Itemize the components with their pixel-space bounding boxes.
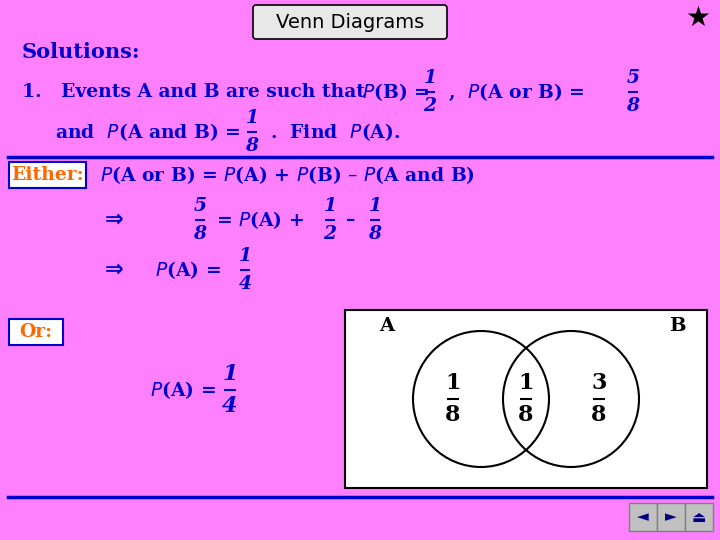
Text: $\it{P}$(A) =: $\it{P}$(A) = [155,259,222,281]
Text: 1: 1 [222,363,238,385]
Text: ◄: ◄ [637,510,649,524]
Text: ,  $\it{P}$(A or B) =: , $\it{P}$(A or B) = [448,82,587,103]
Text: Venn Diagrams: Venn Diagrams [276,12,424,31]
Text: ⏏: ⏏ [692,510,706,524]
Text: 2: 2 [423,97,436,115]
Text: = $\it{P}$(A) +: = $\it{P}$(A) + [216,209,306,231]
Text: 1.   Events A and B are such that: 1. Events A and B are such that [22,83,378,101]
Text: ★: ★ [685,4,711,32]
Text: $\it{P}$(A) =: $\it{P}$(A) = [150,379,218,401]
Text: –: – [346,211,356,229]
Text: A: A [379,317,395,335]
Text: ⇒: ⇒ [105,260,124,280]
Text: $\it{P}$(A or B) = $\it{P}$(A) + $\it{P}$(B) – $\it{P}$(A and B): $\it{P}$(A or B) = $\it{P}$(A) + $\it{P}… [100,164,475,186]
Text: 2: 2 [323,225,336,243]
Text: 4: 4 [222,395,238,417]
Text: 1: 1 [238,247,251,265]
Text: $\it{P}$(B) =: $\it{P}$(B) = [362,81,431,103]
Text: 1: 1 [369,197,382,215]
Text: 1: 1 [445,372,461,394]
Text: 4: 4 [238,275,251,293]
Text: Either:: Either: [11,166,84,184]
Text: 8: 8 [369,225,382,243]
Text: ⇒: ⇒ [105,210,124,230]
Text: 1: 1 [423,69,436,87]
Text: Or:: Or: [19,323,53,341]
FancyBboxPatch shape [685,503,713,531]
FancyBboxPatch shape [9,162,86,188]
Text: B: B [669,317,685,335]
Text: 8: 8 [518,404,534,426]
Text: 8: 8 [626,97,639,115]
Text: 8: 8 [246,137,258,155]
Bar [345,310,707,488]
Text: 1: 1 [246,109,258,127]
Text: 8: 8 [194,225,207,243]
Text: 5: 5 [194,197,207,215]
Text: and  $\it{P}$(A and B) =: and $\it{P}$(A and B) = [55,121,243,143]
Text: 1: 1 [323,197,336,215]
Text: 8: 8 [445,404,461,426]
Text: ►: ► [665,510,677,524]
FancyBboxPatch shape [9,319,63,345]
Text: 8: 8 [591,404,607,426]
FancyBboxPatch shape [629,503,657,531]
Text: 1: 1 [518,372,534,394]
Text: 3: 3 [591,372,607,394]
Text: .  Find  $\it{P}$(A).: . Find $\it{P}$(A). [270,121,400,143]
Text: 5: 5 [626,69,639,87]
FancyBboxPatch shape [657,503,685,531]
FancyBboxPatch shape [253,5,447,39]
Text: Solutions:: Solutions: [22,42,140,62]
